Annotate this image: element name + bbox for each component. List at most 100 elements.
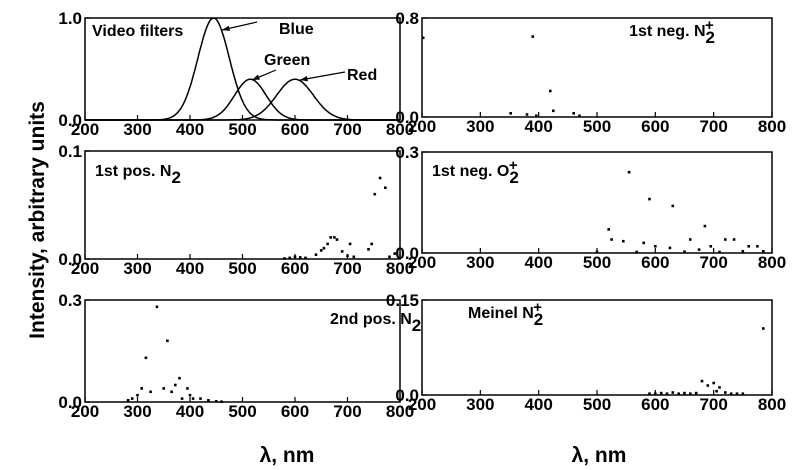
data-point: [384, 186, 387, 189]
data-point: [421, 36, 425, 40]
callout-line: [299, 71, 346, 81]
data-point: [689, 238, 692, 241]
data-point: [340, 250, 344, 253]
x-tick-label: 800: [386, 402, 414, 421]
data-point: [549, 89, 552, 93]
x-tick-label: 200: [408, 117, 436, 136]
panel-label-part: 1st pos. N: [95, 163, 171, 180]
x-tick-label: 300: [123, 402, 151, 421]
panel-label-part: +: [509, 157, 518, 174]
data-point: [724, 391, 727, 394]
callout-arrowhead: [252, 74, 260, 80]
data-point: [671, 204, 675, 208]
data-point: [393, 252, 396, 255]
data-point: [665, 392, 669, 395]
data-point: [694, 391, 698, 395]
plot-frame: [421, 17, 773, 118]
data-point: [671, 391, 675, 394]
data-point: [149, 390, 152, 394]
data-point: [144, 356, 148, 360]
data-point: [627, 170, 631, 174]
data-point: [199, 397, 202, 400]
callout-arrowhead: [300, 76, 308, 82]
data-point: [130, 397, 134, 400]
data-point: [191, 397, 195, 400]
x-tick-label: 600: [641, 117, 669, 136]
x-tick-label: 200: [71, 120, 99, 139]
data-point: [352, 255, 356, 259]
panel-label-part: 1st neg. N: [629, 23, 705, 40]
data-point: [697, 248, 701, 251]
data-point: [126, 399, 130, 402]
data-point: [207, 399, 210, 402]
panel-label: 1st neg. O2+: [432, 157, 519, 187]
data-point: [378, 176, 382, 180]
data-point: [525, 113, 529, 116]
data-point: [370, 242, 373, 246]
x-tick-label: 200: [408, 395, 436, 414]
x-tick-label: 400: [524, 395, 552, 414]
data-point: [214, 400, 218, 403]
x-tick-label: 200: [71, 259, 99, 278]
series-label-green: Green: [264, 52, 310, 69]
data-point: [718, 386, 721, 389]
x-tick-label: 600: [281, 402, 309, 421]
panel-label-part: 2: [412, 316, 421, 335]
x-tick-label: 300: [466, 117, 494, 136]
x-tick-label: 600: [641, 395, 669, 414]
data-point: [155, 305, 159, 309]
x-tick-label: 600: [281, 259, 309, 278]
y-tick-label: 0.0: [395, 244, 419, 263]
data-point: [677, 392, 680, 395]
x-tick-label: 500: [228, 259, 256, 278]
data-point: [288, 256, 291, 260]
panel-label: 2nd pos. N2: [330, 311, 421, 335]
data-point: [388, 255, 391, 259]
panel-label: 1st pos. N2: [95, 163, 181, 187]
data-point: [140, 387, 143, 390]
data-point: [635, 250, 638, 254]
data-point: [162, 387, 165, 390]
data-point: [314, 253, 318, 256]
x-axis-title-left: λ, nm: [260, 444, 315, 467]
data-point: [668, 246, 672, 250]
x-tick-label: 800: [386, 259, 414, 278]
y-tick-label: 1.0: [58, 9, 82, 28]
data-point: [607, 228, 610, 231]
x-tick-label: 500: [583, 395, 611, 414]
x-tick-label: 500: [228, 402, 256, 421]
y-tick-label: 0.0: [58, 393, 82, 412]
x-tick-label: 600: [641, 253, 669, 272]
data-point: [166, 339, 169, 343]
data-point: [509, 112, 512, 115]
data-point: [326, 242, 329, 246]
callout-arrowhead: [222, 25, 230, 31]
data-point: [346, 254, 349, 258]
x-tick-label: 700: [333, 402, 361, 421]
data-point: [622, 239, 625, 243]
x-tick-label: 800: [758, 395, 786, 414]
x-tick-label: 700: [699, 395, 727, 414]
panel-label-part: 2: [534, 310, 543, 329]
data-point: [572, 112, 575, 115]
data-point: [367, 248, 370, 251]
data-point: [535, 114, 538, 118]
panel-label-part: +: [533, 299, 542, 316]
y-tick-label: 0.15: [386, 291, 419, 310]
panel-label-part: 2: [706, 28, 715, 47]
y-tick-label: 0.3: [58, 291, 82, 310]
data-point: [348, 242, 352, 246]
x-tick-label: 300: [123, 120, 151, 139]
data-point: [333, 236, 336, 239]
series-label-red: Red: [347, 67, 377, 84]
x-tick-label: 800: [386, 120, 414, 139]
x-tick-label: 600: [281, 120, 309, 139]
data-point: [756, 245, 759, 248]
x-tick-label: 800: [758, 253, 786, 272]
data-point: [373, 192, 377, 196]
data-point: [304, 256, 307, 260]
data-point: [283, 257, 286, 260]
y-tick-label: 0.0: [395, 386, 419, 405]
